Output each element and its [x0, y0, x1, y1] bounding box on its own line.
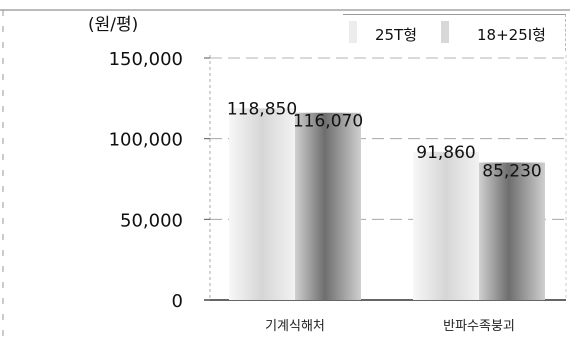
- x-tick-label: 반파수족붕괴: [443, 319, 515, 334]
- bar-18-25i-1: [479, 162, 545, 300]
- data-label: 85,230: [482, 161, 541, 181]
- y-axis-unit-label: (원/평): [88, 15, 139, 35]
- data-label: 116,070: [293, 112, 363, 132]
- y-tick-label: 150,000: [109, 49, 183, 70]
- y-tick-label: 50,000: [120, 210, 183, 231]
- legend: 25T형 18+25I형: [343, 14, 566, 51]
- bar-18-25i-0: [295, 112, 361, 300]
- bar-25t-0: [229, 108, 295, 300]
- data-label: 91,860: [416, 143, 475, 163]
- legend-label-25t: 25T형: [375, 26, 418, 44]
- y-tick-label: 0: [172, 291, 183, 312]
- legend-swatch-18-25i: [441, 21, 449, 43]
- legend-swatch-25t: [349, 21, 357, 43]
- y-tick-label: 100,000: [109, 130, 183, 151]
- legend-label-18-25i: 18+25I형: [477, 26, 546, 44]
- x-tick-label: 기계식해처: [265, 319, 325, 334]
- data-label: 118,850: [227, 99, 297, 119]
- bar-25t-1: [413, 151, 479, 300]
